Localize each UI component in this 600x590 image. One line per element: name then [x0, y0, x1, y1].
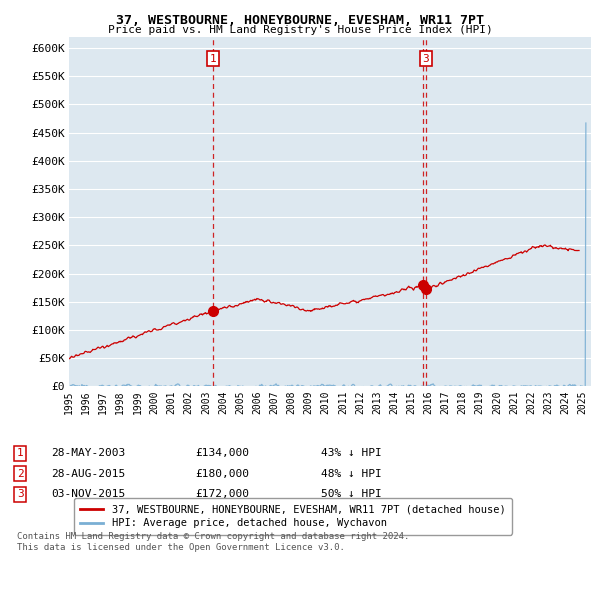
Text: 2: 2: [17, 469, 23, 478]
Text: 1: 1: [17, 448, 23, 458]
Text: 3: 3: [17, 490, 23, 499]
Text: Contains HM Land Registry data © Crown copyright and database right 2024.
This d: Contains HM Land Registry data © Crown c…: [17, 532, 409, 552]
Text: 28-MAY-2003: 28-MAY-2003: [51, 448, 125, 458]
Text: 48% ↓ HPI: 48% ↓ HPI: [321, 469, 382, 478]
Text: 37, WESTBOURNE, HONEYBOURNE, EVESHAM, WR11 7PT: 37, WESTBOURNE, HONEYBOURNE, EVESHAM, WR…: [116, 14, 484, 27]
Text: 03-NOV-2015: 03-NOV-2015: [51, 490, 125, 499]
Legend: 37, WESTBOURNE, HONEYBOURNE, EVESHAM, WR11 7PT (detached house), HPI: Average pr: 37, WESTBOURNE, HONEYBOURNE, EVESHAM, WR…: [74, 499, 512, 535]
Text: 3: 3: [422, 54, 429, 64]
Text: 43% ↓ HPI: 43% ↓ HPI: [321, 448, 382, 458]
Text: Price paid vs. HM Land Registry's House Price Index (HPI): Price paid vs. HM Land Registry's House …: [107, 25, 493, 35]
Text: 28-AUG-2015: 28-AUG-2015: [51, 469, 125, 478]
Text: £180,000: £180,000: [195, 469, 249, 478]
Text: £172,000: £172,000: [195, 490, 249, 499]
Text: £134,000: £134,000: [195, 448, 249, 458]
Text: 1: 1: [209, 54, 217, 64]
Text: 50% ↓ HPI: 50% ↓ HPI: [321, 490, 382, 499]
